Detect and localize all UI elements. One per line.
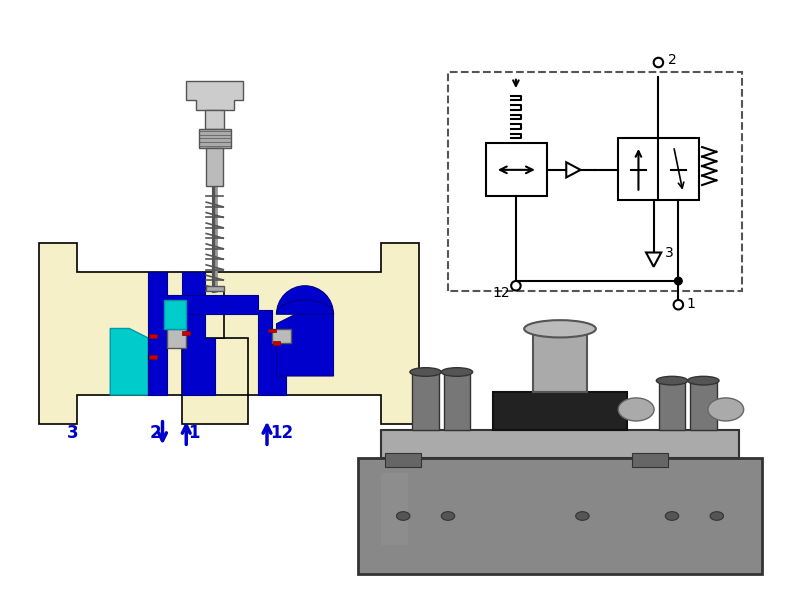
Polygon shape [206, 148, 223, 186]
Polygon shape [186, 82, 243, 110]
Polygon shape [167, 329, 186, 347]
Circle shape [674, 277, 682, 285]
Polygon shape [447, 72, 742, 290]
Ellipse shape [688, 376, 719, 385]
Circle shape [576, 512, 589, 520]
Polygon shape [150, 334, 157, 338]
Polygon shape [167, 295, 258, 314]
Polygon shape [690, 380, 717, 430]
Circle shape [654, 58, 663, 67]
Polygon shape [381, 430, 739, 458]
Polygon shape [206, 290, 224, 338]
Polygon shape [646, 253, 662, 267]
Polygon shape [110, 329, 148, 395]
Polygon shape [533, 329, 587, 392]
Circle shape [674, 300, 683, 310]
Text: 2: 2 [668, 53, 677, 67]
Polygon shape [258, 310, 286, 395]
Polygon shape [182, 338, 248, 395]
Polygon shape [358, 458, 762, 574]
Text: 1: 1 [188, 424, 200, 442]
Polygon shape [165, 300, 186, 329]
Polygon shape [632, 452, 667, 467]
Wedge shape [277, 286, 334, 314]
Polygon shape [386, 452, 421, 467]
Polygon shape [398, 473, 408, 545]
Polygon shape [182, 331, 190, 335]
Polygon shape [412, 372, 439, 430]
Polygon shape [148, 271, 167, 395]
Polygon shape [272, 329, 290, 343]
Ellipse shape [656, 376, 688, 385]
Circle shape [442, 512, 454, 520]
Polygon shape [658, 380, 686, 430]
Polygon shape [39, 243, 419, 424]
Text: 2: 2 [150, 424, 162, 442]
Circle shape [710, 512, 723, 520]
Polygon shape [182, 271, 214, 395]
Ellipse shape [618, 398, 654, 421]
Polygon shape [381, 473, 390, 545]
Text: 1: 1 [686, 296, 695, 311]
Polygon shape [566, 162, 581, 178]
Polygon shape [273, 341, 280, 344]
Text: 3: 3 [665, 246, 674, 260]
Ellipse shape [410, 368, 442, 376]
Circle shape [511, 281, 521, 290]
Circle shape [666, 512, 678, 520]
Polygon shape [443, 372, 470, 430]
Ellipse shape [524, 320, 596, 337]
Polygon shape [150, 355, 157, 359]
Polygon shape [486, 143, 547, 196]
Polygon shape [390, 473, 398, 545]
Polygon shape [206, 110, 224, 129]
Ellipse shape [442, 368, 473, 376]
Text: 12: 12 [270, 424, 293, 442]
Ellipse shape [708, 398, 744, 421]
Polygon shape [268, 329, 275, 332]
Text: 3: 3 [66, 424, 78, 442]
Polygon shape [618, 139, 699, 200]
Polygon shape [198, 129, 231, 148]
Polygon shape [493, 392, 627, 430]
Polygon shape [206, 286, 224, 290]
Circle shape [397, 512, 410, 520]
Text: 12: 12 [493, 286, 510, 300]
Polygon shape [277, 314, 334, 376]
